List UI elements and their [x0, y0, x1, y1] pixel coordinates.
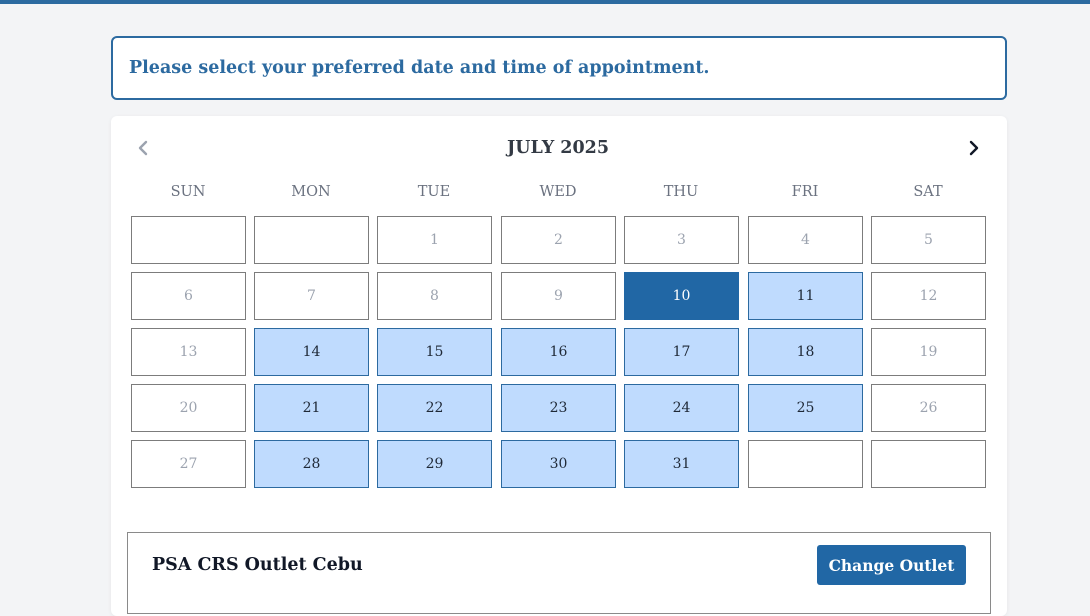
day-cell-23[interactable]: 23 — [501, 384, 616, 432]
day-cell-27: 27 — [131, 440, 246, 488]
day-cell-4: 4 — [748, 216, 863, 264]
month-title: JULY 2025 — [506, 138, 610, 158]
day-number: 5 — [924, 232, 933, 248]
outlet-panel: PSA CRS Outlet Cebu Change Outlet — [127, 532, 991, 614]
day-cell-10[interactable]: 10 — [624, 272, 739, 320]
weekday-tue: TUE — [417, 184, 451, 200]
day-number: 20 — [179, 400, 198, 416]
day-cell-empty — [131, 216, 246, 264]
day-cell-20: 20 — [131, 384, 246, 432]
day-number: 8 — [430, 288, 439, 304]
weekday-thu: THU — [663, 184, 699, 200]
day-cell-24[interactable]: 24 — [624, 384, 739, 432]
chevron-right-icon — [969, 140, 979, 156]
day-cell-18[interactable]: 18 — [748, 328, 863, 376]
day-number: 6 — [184, 288, 193, 304]
day-number: 17 — [672, 344, 691, 360]
day-number: 9 — [554, 288, 563, 304]
day-number: 2 — [554, 232, 563, 248]
day-number: 22 — [425, 400, 444, 416]
day-number: 21 — [302, 400, 321, 416]
day-cell-31[interactable]: 31 — [624, 440, 739, 488]
day-cell-1: 1 — [377, 216, 492, 264]
day-number: 11 — [796, 288, 815, 304]
day-number: 10 — [672, 288, 691, 304]
day-cell-6: 6 — [131, 272, 246, 320]
day-number: 1 — [430, 232, 439, 248]
day-cell-empty — [254, 216, 369, 264]
day-cell-26: 26 — [871, 384, 986, 432]
day-cell-29[interactable]: 29 — [377, 440, 492, 488]
day-cell-2: 2 — [501, 216, 616, 264]
day-cell-19: 19 — [871, 328, 986, 376]
instruction-banner: Please select your preferred date and ti… — [111, 36, 1007, 100]
instruction-text: Please select your preferred date and ti… — [129, 58, 710, 78]
day-cell-8: 8 — [377, 272, 492, 320]
day-number: 28 — [302, 456, 321, 472]
weekday-fri: FRI — [791, 184, 819, 200]
day-cell-7: 7 — [254, 272, 369, 320]
day-cell-25[interactable]: 25 — [748, 384, 863, 432]
weekday-wed: WED — [539, 184, 577, 200]
weekday-sun: SUN — [170, 184, 206, 200]
day-number: 30 — [549, 456, 568, 472]
day-number: 3 — [677, 232, 686, 248]
day-number: 26 — [919, 400, 938, 416]
day-cell-9: 9 — [501, 272, 616, 320]
day-number: 19 — [919, 344, 938, 360]
day-number: 18 — [796, 344, 815, 360]
day-cell-30[interactable]: 30 — [501, 440, 616, 488]
day-number: 7 — [307, 288, 316, 304]
day-cell-12: 12 — [871, 272, 986, 320]
day-cell-15[interactable]: 15 — [377, 328, 492, 376]
top-accent-bar — [0, 0, 1090, 4]
day-cell-3: 3 — [624, 216, 739, 264]
day-number: 23 — [549, 400, 568, 416]
day-cell-21[interactable]: 21 — [254, 384, 369, 432]
outlet-name: PSA CRS Outlet Cebu — [152, 555, 363, 575]
weekday-sat: SAT — [913, 184, 943, 200]
day-cell-14[interactable]: 14 — [254, 328, 369, 376]
day-cell-11[interactable]: 11 — [748, 272, 863, 320]
day-number: 12 — [919, 288, 938, 304]
chevron-left-icon — [138, 140, 148, 156]
day-cell-16[interactable]: 16 — [501, 328, 616, 376]
day-number: 24 — [672, 400, 691, 416]
day-number: 15 — [425, 344, 444, 360]
day-cell-5: 5 — [871, 216, 986, 264]
weekday-mon: MON — [291, 184, 331, 200]
day-cell-17[interactable]: 17 — [624, 328, 739, 376]
day-number: 13 — [179, 344, 198, 360]
next-month-button[interactable] — [964, 136, 984, 160]
day-cell-empty — [871, 440, 986, 488]
day-number: 16 — [549, 344, 568, 360]
day-number: 25 — [796, 400, 815, 416]
day-cell-28[interactable]: 28 — [254, 440, 369, 488]
day-cell-empty — [748, 440, 863, 488]
day-number: 14 — [302, 344, 321, 360]
day-cell-22[interactable]: 22 — [377, 384, 492, 432]
day-number: 27 — [179, 456, 198, 472]
change-outlet-button[interactable]: Change Outlet — [817, 545, 966, 585]
day-number: 31 — [672, 456, 691, 472]
prev-month-button[interactable] — [133, 136, 153, 160]
day-number: 29 — [425, 456, 444, 472]
day-number: 4 — [801, 232, 810, 248]
day-cell-13: 13 — [131, 328, 246, 376]
